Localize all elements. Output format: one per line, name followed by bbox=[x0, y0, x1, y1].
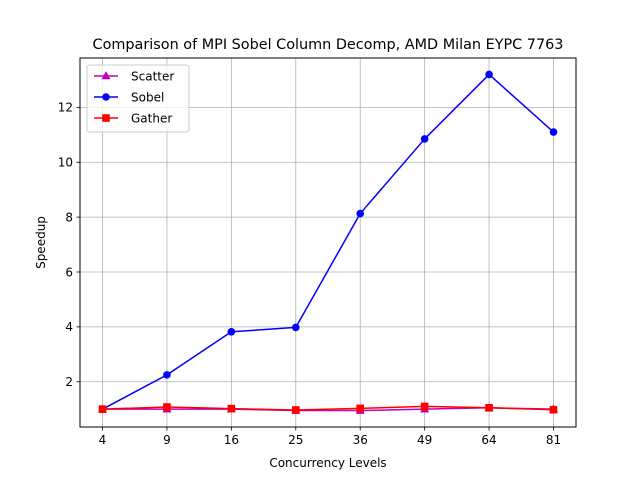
x-tick-label: 49 bbox=[417, 433, 432, 447]
y-tick-label: 12 bbox=[58, 101, 73, 115]
x-tick-label: 36 bbox=[353, 433, 368, 447]
data-point bbox=[227, 404, 236, 413]
data-point bbox=[227, 328, 236, 336]
data-point bbox=[291, 406, 300, 414]
legend-marker bbox=[102, 93, 110, 101]
legend-label: Sobel bbox=[131, 90, 164, 104]
series-gather bbox=[98, 402, 558, 414]
legend-label: Scatter bbox=[131, 69, 174, 83]
legend-box bbox=[86, 64, 190, 133]
legend: Scatter Sobel Gather bbox=[86, 64, 190, 133]
data-point bbox=[485, 70, 493, 79]
y-tick-label: 4 bbox=[65, 320, 73, 334]
series-layer bbox=[98, 70, 558, 414]
series-line bbox=[102, 73, 554, 410]
chart-title: Comparison of MPI Sobel Column Decomp, A… bbox=[93, 37, 564, 53]
data-point bbox=[356, 404, 365, 413]
x-tick-label: 25 bbox=[288, 433, 303, 447]
x-tick-label: 81 bbox=[546, 433, 561, 447]
legend-item: Sobel bbox=[94, 90, 164, 104]
data-point bbox=[420, 135, 429, 143]
y-tick-label: 8 bbox=[65, 210, 73, 224]
data-point bbox=[98, 405, 107, 413]
x-tick-label: 4 bbox=[99, 433, 107, 447]
legend-label: Gather bbox=[131, 111, 172, 125]
x-tick-label: 16 bbox=[224, 433, 239, 447]
legend-marker bbox=[102, 114, 110, 122]
y-tick-label: 6 bbox=[65, 265, 73, 279]
series-line bbox=[102, 405, 554, 411]
data-point bbox=[356, 209, 365, 218]
data-point bbox=[291, 323, 300, 332]
x-axis-label: Concurrency Levels bbox=[269, 456, 386, 470]
legend-item: Gather bbox=[94, 111, 172, 125]
data-point bbox=[549, 128, 558, 136]
y-tick-label: 10 bbox=[58, 156, 73, 170]
data-point bbox=[485, 403, 493, 412]
legend-marker bbox=[101, 71, 111, 80]
legend-item: Scatter bbox=[94, 69, 174, 83]
data-point bbox=[163, 403, 171, 411]
y-tick-label: 2 bbox=[65, 375, 73, 389]
plot-frame bbox=[79, 57, 577, 428]
x-tick-label: 9 bbox=[163, 433, 171, 447]
data-point bbox=[163, 371, 171, 379]
data-point bbox=[420, 402, 429, 411]
y-axis-label: Speedup bbox=[34, 216, 48, 269]
data-point bbox=[549, 405, 558, 414]
x-tick-label: 64 bbox=[481, 433, 496, 447]
